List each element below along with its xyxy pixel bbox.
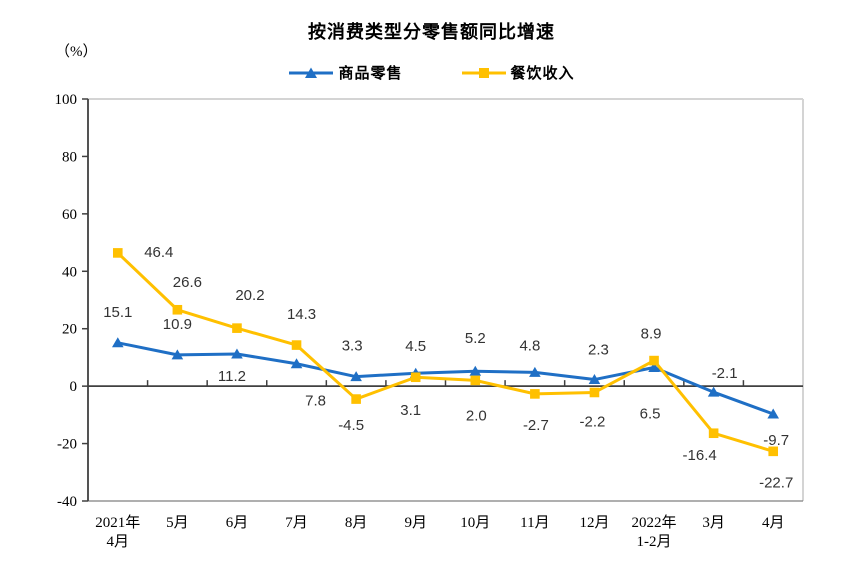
data-label: 2.3	[588, 342, 609, 359]
triangle-marker	[350, 371, 362, 382]
data-label: 5.2	[465, 330, 486, 347]
x-axis-tick-label: 10月	[460, 515, 490, 531]
square-marker	[530, 389, 540, 399]
data-label: 3.1	[400, 402, 421, 419]
y-axis-tick-label: 80	[62, 149, 77, 165]
data-label: -22.7	[759, 474, 793, 491]
triangle-marker	[707, 386, 720, 397]
x-axis-tick-label: 4月	[762, 515, 785, 531]
square-marker	[589, 387, 600, 398]
triangle-marker	[648, 361, 660, 372]
y-axis-tick-label: 100	[55, 92, 78, 108]
triangle-marker	[469, 365, 482, 376]
triangle-marker	[588, 374, 601, 385]
legend-label-goods-retail: 商品零售	[338, 65, 403, 82]
data-label: -2.7	[523, 417, 549, 434]
data-label: 15.1	[103, 304, 132, 321]
data-label: 10.9	[163, 316, 192, 333]
series-line-catering-income	[116, 251, 775, 453]
data-label: -16.4	[683, 447, 717, 464]
x-axis-tick-label: 8月	[345, 515, 368, 531]
x-axis-tick-label: 12月	[579, 515, 609, 531]
data-label: 3.3	[342, 338, 363, 355]
x-axis-tick-label: 2021年 4月	[95, 514, 140, 550]
legend-item-catering-income: 餐饮收入	[461, 62, 575, 83]
square-marker	[112, 248, 123, 258]
data-label: 46.4	[144, 244, 173, 261]
x-axis-tick-label: 6月	[226, 515, 249, 531]
legend-item-goods-retail: 商品零售	[288, 62, 402, 83]
data-label: 8.9	[641, 326, 662, 343]
square-marker	[291, 340, 302, 350]
x-axis-tick-label: 9月	[404, 515, 427, 531]
legend-label-catering-income: 餐饮收入	[510, 65, 575, 82]
data-label: 4.5	[405, 338, 426, 355]
triangle-marker	[111, 337, 124, 348]
triangle-marker	[529, 366, 541, 377]
data-label: 14.3	[287, 306, 316, 323]
y-axis-tick-label: 40	[62, 264, 77, 280]
chart-title: 按消费类型分零售额同比增速	[308, 22, 555, 42]
y-axis-tick-label: 0	[70, 379, 78, 395]
data-label: -2.1	[712, 365, 738, 382]
square-marker	[410, 372, 421, 383]
legend-marker-line-square-icon	[461, 67, 506, 78]
y-axis-tick-label: 60	[62, 207, 77, 223]
x-axis-tick-label: 5月	[166, 515, 189, 531]
data-label: -4.5	[338, 417, 364, 434]
x-axis-tick-label: 2022年 1-2月	[632, 514, 677, 550]
y-axis-unit-label: （%）	[55, 44, 98, 60]
triangle-marker	[231, 348, 243, 359]
square-marker	[172, 304, 183, 315]
data-label: 6.5	[640, 405, 661, 422]
triangle-marker	[767, 408, 780, 419]
y-axis-tick-label: 20	[62, 322, 77, 338]
square-marker	[351, 394, 361, 404]
data-label: 2.0	[466, 407, 487, 424]
data-label: 20.2	[235, 287, 264, 304]
chart-legend: 商品零售 餐饮收入	[0, 62, 863, 83]
square-marker	[649, 355, 659, 366]
x-axis-tick-label: 3月	[702, 515, 725, 531]
x-axis-tick-label: 11月	[520, 515, 549, 531]
data-label: 4.8	[519, 337, 540, 354]
square-marker	[232, 323, 242, 333]
square-marker	[768, 446, 779, 457]
y-axis-tick-label: -40	[57, 494, 77, 510]
data-label: -9.7	[763, 432, 789, 449]
data-label: 11.2	[218, 368, 246, 385]
data-label: -2.2	[580, 413, 606, 430]
data-label: 26.6	[173, 274, 202, 291]
square-marker	[708, 428, 719, 439]
triangle-marker	[171, 349, 184, 360]
data-label: 7.8	[305, 393, 326, 410]
y-axis-tick-label: -20	[57, 437, 77, 453]
triangle-marker	[290, 358, 303, 369]
x-axis-tick-label: 7月	[285, 515, 308, 531]
legend-marker-line-triangle-icon	[289, 67, 334, 78]
square-marker	[470, 375, 481, 386]
